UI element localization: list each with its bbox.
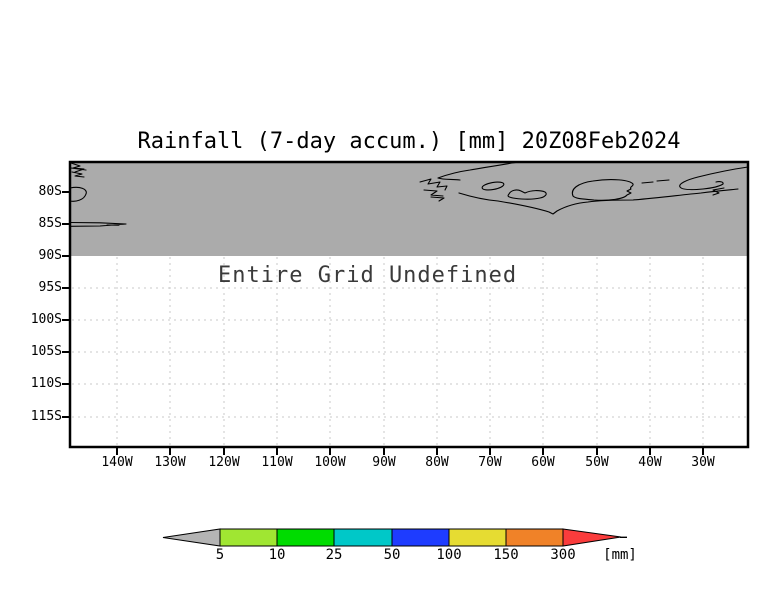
coastline-hook-islet	[507, 189, 547, 200]
coastline-contours	[69, 161, 749, 227]
colorbar-unit-label: [mm]	[603, 547, 637, 563]
lat-label-95s: 95S	[38, 280, 62, 295]
coastline-dashes	[641, 179, 670, 184]
plot-title: Rainfall (7-day accum.) [mm] 20Z08Feb202…	[137, 129, 681, 154]
lat-label-80s: 80S	[38, 184, 62, 199]
colorbar-above-max-arrow	[562, 528, 622, 547]
lon-label-50w: 50W	[585, 455, 609, 470]
colorbar-level-100: 100	[436, 547, 462, 563]
coastline-corner-scribble	[70, 162, 87, 178]
lon-label-40w: 40W	[638, 455, 662, 470]
colorbar-segment-2	[276, 528, 335, 547]
colorbar-segment-4	[391, 528, 450, 547]
coastline-left-bump	[69, 186, 87, 202]
lat-label-85s: 85S	[38, 216, 62, 231]
colorbar-level-300: 300	[550, 547, 576, 563]
lat-label-110s: 110S	[30, 376, 62, 391]
lon-label-60w: 60W	[531, 455, 555, 470]
colorbar-level-25: 25	[325, 547, 343, 563]
colorbar-below-min-arrow	[162, 528, 221, 547]
coastline-large-island	[571, 179, 634, 201]
coastline-right-curl	[679, 166, 749, 196]
colorbar-level-10: 10	[268, 547, 286, 563]
colorbar-segment-3	[333, 528, 393, 547]
colorbar-segment-5	[448, 528, 507, 547]
colorbar-level-5: 5	[215, 547, 225, 563]
lon-label-140w: 140W	[101, 455, 133, 470]
land-shade-band	[71, 163, 747, 256]
lon-label-70w: 70W	[478, 455, 502, 470]
colorbar-segment-6	[505, 528, 564, 547]
plot-frame-border	[68, 160, 750, 449]
lat-label-115s: 115S	[30, 409, 62, 424]
lon-label-130w: 130W	[154, 455, 186, 470]
axis-ticks	[62, 191, 704, 455]
coastline-85s-sliver	[69, 221, 127, 227]
gridlines-horizontal	[72, 287, 746, 418]
colorbar-level-50: 50	[383, 547, 401, 563]
colorbar	[162, 528, 627, 547]
lon-label-80w: 80W	[425, 455, 449, 470]
colorbar-level-150: 150	[493, 547, 519, 563]
undefined-grid-message: Entire Grid Undefined	[218, 263, 518, 288]
lon-label-100w: 100W	[314, 455, 346, 470]
lat-axis-ticks	[62, 191, 69, 418]
lon-label-90w: 90W	[372, 455, 396, 470]
coastline-small-island	[481, 181, 505, 191]
lon-axis-ticks	[116, 448, 704, 455]
lon-label-30w: 30W	[691, 455, 715, 470]
lon-label-110w: 110W	[261, 455, 293, 470]
lat-label-90s: 90S	[38, 248, 62, 263]
coastline-main-coast	[458, 188, 739, 215]
lon-label-120w: 120W	[208, 455, 240, 470]
coastline-fjord-cluster	[419, 178, 448, 202]
lat-label-105s: 105S	[30, 344, 62, 359]
coastline-peninsula-arm	[437, 161, 520, 181]
colorbar-segment-1	[219, 528, 278, 547]
gridlines	[72, 257, 746, 446]
lat-label-100s: 100S	[30, 312, 62, 327]
